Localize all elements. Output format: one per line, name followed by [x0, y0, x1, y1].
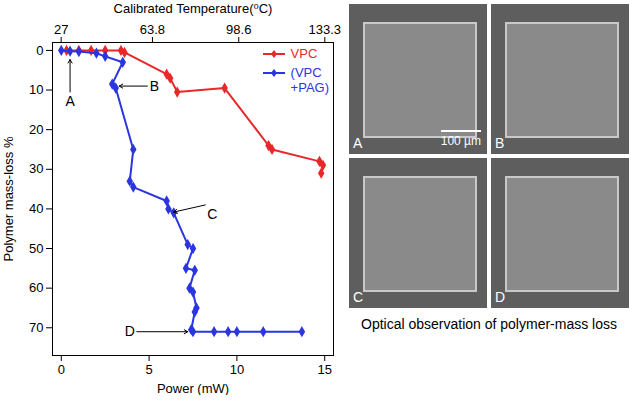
- html-text:+PAG): +PAG): [290, 80, 329, 95]
- svg-text:B: B: [150, 78, 159, 94]
- svg-text:C: C: [207, 206, 217, 222]
- svg-text:5: 5: [145, 362, 152, 377]
- html-text:A: A: [353, 135, 363, 151]
- svg-text:27: 27: [54, 22, 68, 37]
- svg-text:60: 60: [29, 280, 43, 295]
- svg-text:15: 15: [317, 362, 331, 377]
- svg-text:D: D: [125, 323, 135, 339]
- svg-text:133.3: 133.3: [309, 22, 342, 37]
- svg-text:A: A: [65, 93, 75, 109]
- html-text:VPC: VPC: [290, 46, 318, 61]
- svg-text:Polymer mass-loss %: Polymer mass-loss %: [1, 136, 16, 261]
- svg-text:0: 0: [58, 362, 65, 377]
- html-text:(VPC: (VPC: [290, 65, 322, 80]
- svg-text:10: 10: [29, 82, 43, 97]
- svg-text:30: 30: [29, 161, 43, 176]
- svg-text:70: 70: [29, 320, 43, 335]
- svg-text:98.6: 98.6: [226, 22, 251, 37]
- html-text:C: C: [353, 289, 364, 305]
- html-text:Optical observation of polymer: Optical observation of polymer-mass loss: [361, 316, 617, 332]
- svg-text:63.8: 63.8: [140, 22, 165, 37]
- svg-text:0: 0: [36, 43, 43, 58]
- svg-text:10: 10: [230, 362, 244, 377]
- html-text:D: D: [495, 289, 506, 305]
- svg-text:Power (mW): Power (mW): [157, 381, 229, 396]
- svg-text:40: 40: [29, 201, 43, 216]
- html-text:100 µm: 100 µm: [440, 134, 481, 148]
- html-text:B: B: [495, 135, 505, 151]
- svg-text:50: 50: [29, 241, 43, 256]
- svg-text:Calibrated Temperature(⁰C): Calibrated Temperature(⁰C): [114, 1, 273, 16]
- svg-text:20: 20: [29, 122, 43, 137]
